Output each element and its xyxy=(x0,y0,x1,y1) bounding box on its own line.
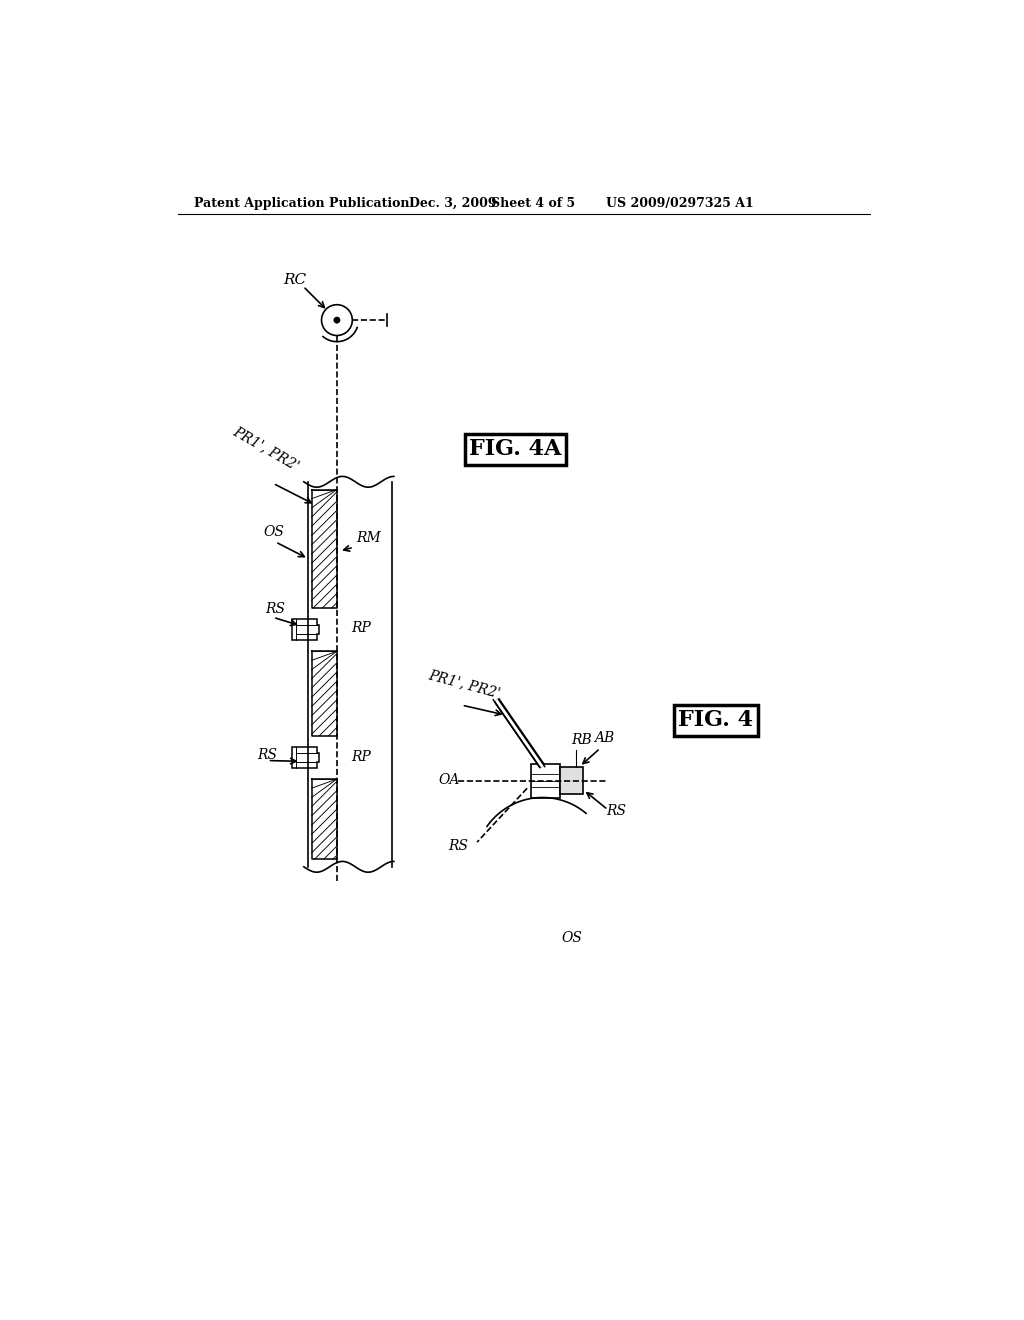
Text: RB: RB xyxy=(571,733,592,747)
Text: FIG. 4: FIG. 4 xyxy=(678,710,754,731)
Text: RC: RC xyxy=(283,273,306,286)
Text: OA: OA xyxy=(438,774,460,788)
Text: FIG. 4A: FIG. 4A xyxy=(469,438,562,461)
Text: AB: AB xyxy=(594,731,614,744)
Text: OS: OS xyxy=(562,932,583,945)
Text: Patent Application Publication: Patent Application Publication xyxy=(194,197,410,210)
Text: RP: RP xyxy=(351,620,371,635)
Text: Sheet 4 of 5: Sheet 4 of 5 xyxy=(490,197,575,210)
Text: OS: OS xyxy=(264,525,285,539)
Text: RP: RP xyxy=(351,750,371,763)
Circle shape xyxy=(334,317,340,323)
Polygon shape xyxy=(292,747,319,768)
Polygon shape xyxy=(531,763,560,797)
Text: RM: RM xyxy=(356,531,381,545)
Polygon shape xyxy=(292,619,319,640)
Text: RS: RS xyxy=(265,602,286,615)
Text: US 2009/0297325 A1: US 2009/0297325 A1 xyxy=(606,197,754,210)
Text: PR1', PR2': PR1', PR2' xyxy=(427,668,502,701)
Text: RS: RS xyxy=(606,804,627,818)
Text: RS: RS xyxy=(258,748,278,762)
Text: PR1', PR2': PR1', PR2' xyxy=(230,424,302,474)
Text: Dec. 3, 2009: Dec. 3, 2009 xyxy=(410,197,497,210)
Text: RS: RS xyxy=(447,840,468,853)
Polygon shape xyxy=(560,767,584,795)
